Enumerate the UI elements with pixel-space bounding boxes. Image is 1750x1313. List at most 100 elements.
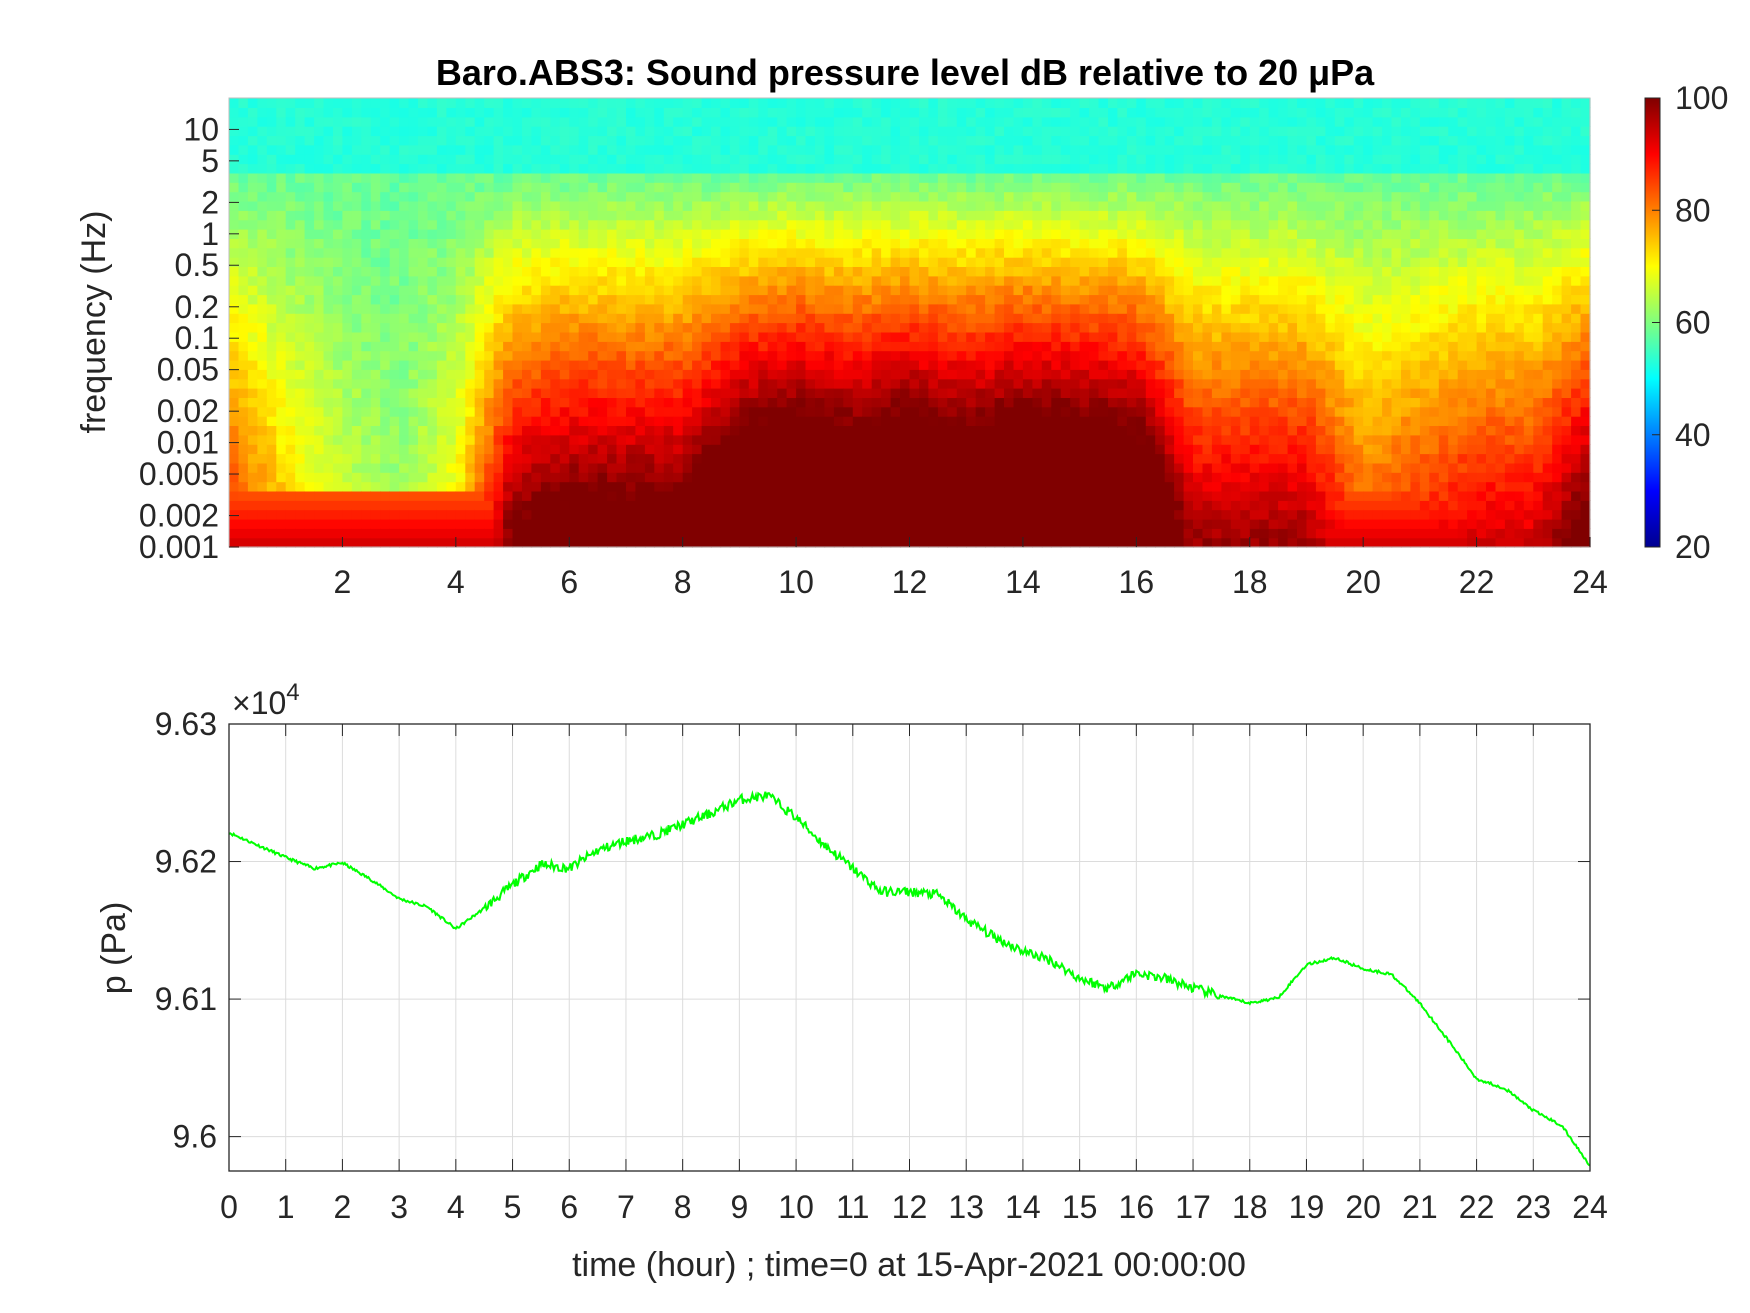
heatmap-cell (436, 126, 447, 137)
heatmap-cell (540, 172, 551, 183)
heatmap-cell (597, 537, 608, 548)
heatmap-cell (380, 229, 391, 239)
heatmap-cell (1022, 388, 1033, 398)
heatmap-cell (1098, 135, 1109, 146)
heatmap-cell (314, 313, 325, 324)
heatmap-cell (389, 434, 400, 445)
heatmap-cell (767, 500, 778, 511)
heatmap-cell (427, 303, 438, 314)
heatmap-cell (833, 416, 844, 426)
heatmap-cell (333, 518, 344, 529)
heatmap-cell (673, 135, 684, 146)
heatmap-cell (663, 341, 674, 352)
heatmap-cell (427, 191, 438, 202)
heatmap-cell (257, 453, 268, 464)
heatmap-cell (937, 238, 948, 249)
heatmap-cell (796, 107, 807, 118)
heatmap-cell (474, 200, 485, 211)
heatmap-cell (654, 126, 665, 137)
heatmap-cell (229, 350, 240, 361)
heatmap-cell (1041, 98, 1052, 108)
heatmap-cell (833, 294, 844, 305)
heatmap-cell (711, 294, 722, 305)
heatmap-cell (512, 98, 523, 108)
heatmap-cell (408, 537, 419, 548)
heatmap-cell (474, 341, 485, 352)
heatmap-cell (323, 444, 334, 455)
heatmap-cell (276, 191, 287, 202)
heatmap-cell (1108, 481, 1119, 492)
heatmap-cell (890, 107, 901, 118)
heatmap-cell (276, 406, 287, 417)
heatmap-cell (351, 453, 362, 464)
heatmap-cell (682, 135, 693, 146)
heatmap-cell (257, 135, 268, 146)
heatmap-cell (1174, 191, 1185, 202)
heatmap-cell (739, 210, 750, 221)
heatmap-cell (758, 528, 769, 539)
heatmap-cell (1041, 509, 1052, 520)
heatmap-cell (616, 416, 627, 426)
heatmap-cell (569, 266, 580, 277)
heatmap-cell (796, 453, 807, 464)
heatmap-cell (512, 472, 523, 483)
heatmap-cell (1041, 481, 1052, 492)
heatmap-cell (285, 200, 296, 211)
heatmap-cell (767, 257, 778, 267)
heatmap-cell (786, 238, 797, 249)
heatmap-cell (295, 107, 306, 118)
heatmap-cell (1136, 416, 1147, 426)
heatmap-cell (805, 238, 816, 249)
heatmap-cell (1041, 303, 1052, 314)
heatmap-cell (229, 200, 240, 211)
heatmap-cell (1022, 453, 1033, 464)
heatmap-cell (361, 462, 372, 473)
heatmap-cell (1183, 98, 1194, 108)
heatmap-cell (1174, 359, 1185, 370)
heatmap-cell (701, 341, 712, 352)
heatmap-cell (455, 434, 466, 445)
heatmap-cell (975, 388, 986, 398)
heatmap-cell (862, 472, 873, 483)
heatmap-cell (427, 537, 438, 548)
heatmap-cell (852, 144, 863, 155)
heatmap-cell (862, 537, 873, 548)
heatmap-cell (805, 481, 816, 492)
heatmap-cell (323, 453, 334, 464)
heatmap-cell (947, 434, 958, 445)
heatmap-cell (1041, 247, 1052, 258)
heatmap-cell (1022, 528, 1033, 539)
heatmap-cell (852, 481, 863, 492)
heatmap-cell (1155, 518, 1166, 529)
heatmap-cell (276, 500, 287, 511)
heatmap-cell (276, 285, 287, 296)
heatmap-cell (276, 182, 287, 193)
heatmap-cell (928, 331, 939, 342)
heatmap-cell (588, 126, 599, 137)
heatmap-cell (569, 331, 580, 342)
heatmap-cell (843, 210, 854, 221)
heatmap-cell (729, 397, 740, 408)
heatmap-cell (588, 359, 599, 370)
heatmap-cell (474, 144, 485, 155)
heatmap-cell (1004, 313, 1015, 324)
heatmap-cell (682, 257, 693, 267)
heatmap-cell (777, 294, 788, 305)
heatmap-cell (247, 481, 258, 492)
heatmap-cell (247, 359, 258, 370)
heatmap-cell (767, 313, 778, 324)
heatmap-cell (503, 285, 514, 296)
heatmap-cell (1183, 229, 1194, 239)
heatmap-cell (427, 182, 438, 193)
heatmap-cell (550, 191, 561, 202)
heatmap-cell (333, 444, 344, 455)
heatmap-cell (673, 490, 684, 501)
heatmap-cell (720, 369, 731, 380)
heatmap-cell (616, 359, 627, 370)
heatmap-cell (380, 331, 391, 342)
heatmap-cell (503, 313, 514, 324)
heatmap-cell (758, 229, 769, 239)
heatmap-cell (673, 528, 684, 539)
heatmap-cell (1164, 509, 1175, 520)
heatmap-cell (1079, 219, 1090, 230)
